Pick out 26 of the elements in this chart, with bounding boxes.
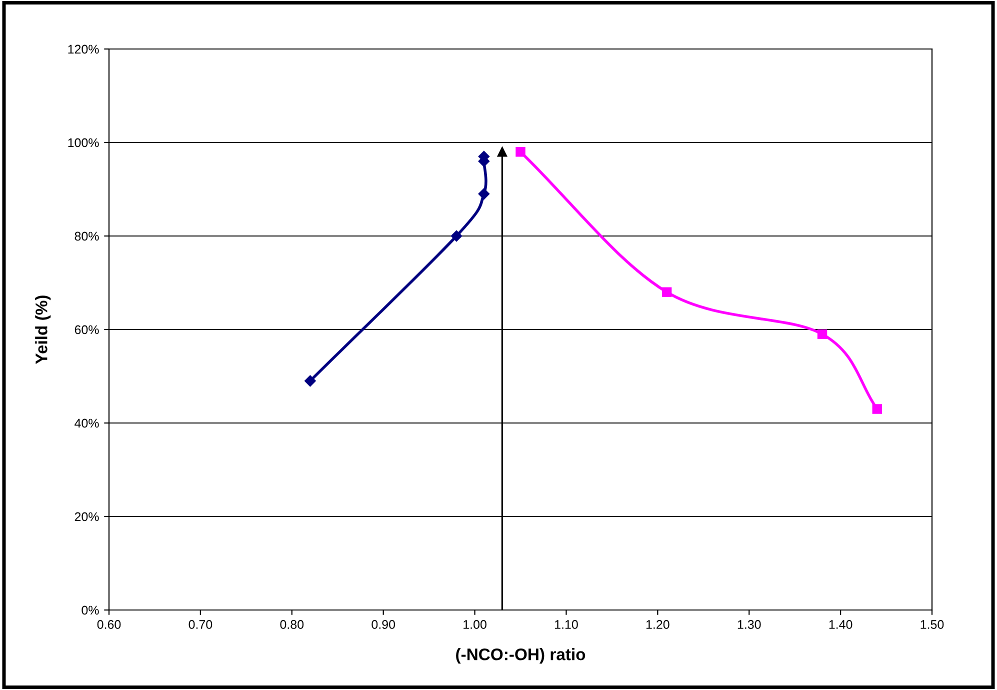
point — [516, 146, 526, 157]
x-tick-label: 0.90 — [372, 620, 396, 629]
y-tick-label: 80% — [74, 232, 99, 241]
x-tick-label: 1.50 — [920, 620, 944, 629]
x-tick-label: 1.30 — [738, 620, 761, 629]
point — [304, 375, 316, 387]
y-tick-label: 100% — [68, 138, 99, 148]
y-tick-label: 40% — [74, 418, 99, 428]
point — [662, 287, 672, 297]
y-tick-label: 0% — [82, 606, 99, 615]
x-axis-title: (-NCO:-OH) ratio — [456, 648, 586, 664]
point — [450, 230, 462, 242]
x-tick-label: 1.20 — [646, 620, 670, 629]
x-tick-label: 0.80 — [280, 620, 304, 629]
point — [478, 188, 490, 200]
y-tick-label: 60% — [74, 325, 99, 334]
x-tick-label: 1.40 — [829, 620, 852, 629]
x-tick-label: 0.60 — [97, 620, 121, 629]
y-tick-label: 120% — [68, 44, 99, 54]
y-tick-label: 20% — [74, 512, 99, 522]
y-axis-title: Yeild (%) — [35, 296, 51, 364]
point — [817, 329, 828, 340]
x-tick-label: 1.10 — [555, 620, 578, 629]
point — [872, 404, 882, 414]
x-tick-label: 1.00 — [464, 620, 486, 629]
x-tick-label: 0.70 — [188, 620, 212, 629]
